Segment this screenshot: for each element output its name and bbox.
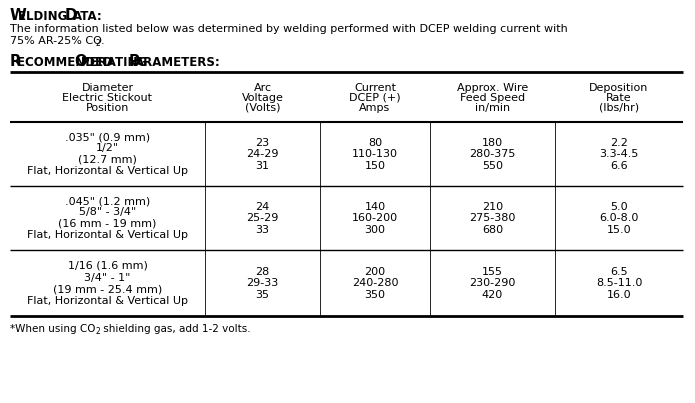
Text: Voltage: Voltage (242, 93, 284, 103)
Text: ECOMMENDED: ECOMMENDED (17, 56, 116, 69)
Text: 29-33: 29-33 (246, 278, 279, 288)
Text: 300: 300 (364, 225, 386, 235)
Text: (12.7 mm): (12.7 mm) (78, 155, 137, 165)
Text: 6.0-8.0: 6.0-8.0 (599, 213, 639, 223)
Text: 350: 350 (364, 290, 386, 300)
Text: Approx. Wire: Approx. Wire (457, 83, 528, 93)
Text: 28: 28 (255, 267, 270, 277)
Text: 33: 33 (256, 225, 270, 235)
Text: 160-200: 160-200 (352, 213, 398, 223)
Text: O: O (74, 54, 87, 69)
Text: .045" (1.2 mm): .045" (1.2 mm) (65, 196, 150, 206)
Text: 150: 150 (364, 161, 386, 171)
Text: 230-290: 230-290 (469, 278, 516, 288)
Text: Deposition: Deposition (589, 83, 648, 93)
Text: Arc: Arc (254, 83, 272, 93)
Text: Flat, Horizontal & Vertical Up: Flat, Horizontal & Vertical Up (27, 166, 188, 177)
Text: 24-29: 24-29 (246, 149, 279, 159)
Text: R: R (10, 54, 22, 69)
Text: 6.5: 6.5 (610, 267, 628, 277)
Text: (Volts): (Volts) (245, 103, 280, 113)
Text: 25-29: 25-29 (246, 213, 279, 223)
Text: 110-130: 110-130 (352, 149, 398, 159)
Text: 280-375: 280-375 (469, 149, 516, 159)
Text: 3.3-4.5: 3.3-4.5 (599, 149, 639, 159)
Text: 6.6: 6.6 (610, 161, 628, 171)
Text: Rate: Rate (606, 93, 632, 103)
Text: DCEP (+): DCEP (+) (349, 93, 401, 103)
Text: 35: 35 (256, 290, 270, 300)
Text: .035" (0.9 mm): .035" (0.9 mm) (65, 132, 150, 142)
Text: 31: 31 (256, 161, 270, 171)
Text: 2: 2 (96, 326, 101, 336)
Text: shielding gas, add 1-2 volts.: shielding gas, add 1-2 volts. (101, 324, 251, 334)
Text: 2.2: 2.2 (610, 138, 628, 148)
Text: 5/8" - 3/4": 5/8" - 3/4" (79, 208, 136, 218)
Text: ELDING: ELDING (18, 10, 72, 23)
Text: (lbs/hr): (lbs/hr) (599, 103, 639, 113)
Text: 2: 2 (96, 39, 101, 48)
Text: 8.5-11.0: 8.5-11.0 (596, 278, 642, 288)
Text: Position: Position (85, 103, 129, 113)
Text: ARAMETERS:: ARAMETERS: (135, 56, 221, 69)
Text: ATA:: ATA: (73, 10, 103, 23)
Text: 155: 155 (482, 267, 503, 277)
Text: 140: 140 (364, 202, 386, 212)
Text: (16 mm - 19 mm): (16 mm - 19 mm) (58, 219, 156, 229)
Text: 275-380: 275-380 (469, 213, 516, 223)
Text: .: . (101, 36, 104, 46)
Text: Diameter: Diameter (81, 83, 133, 93)
Text: 16.0: 16.0 (607, 290, 631, 300)
Text: PERATING: PERATING (81, 56, 152, 69)
Text: Amps: Amps (359, 103, 391, 113)
Text: 15.0: 15.0 (607, 225, 631, 235)
Text: Flat, Horizontal & Vertical Up: Flat, Horizontal & Vertical Up (27, 231, 188, 241)
Text: 180: 180 (482, 138, 503, 148)
Text: P: P (129, 54, 139, 69)
Text: W: W (10, 8, 27, 23)
Text: in/min: in/min (475, 103, 510, 113)
Text: The information listed below was determined by welding performed with DCEP weldi: The information listed below was determi… (10, 24, 568, 34)
Text: Flat, Horizontal & Vertical Up: Flat, Horizontal & Vertical Up (27, 295, 188, 305)
Text: Feed Speed: Feed Speed (460, 93, 525, 103)
Text: (19 mm - 25.4 mm): (19 mm - 25.4 mm) (53, 284, 162, 294)
Text: 1/2": 1/2" (96, 143, 119, 154)
Text: 80: 80 (368, 138, 382, 148)
Text: 24: 24 (255, 202, 270, 212)
Text: 210: 210 (482, 202, 503, 212)
Text: *When using CO: *When using CO (10, 324, 95, 334)
Text: Electric Stickout: Electric Stickout (63, 93, 152, 103)
Text: 420: 420 (482, 290, 503, 300)
Text: 550: 550 (482, 161, 503, 171)
Text: Current: Current (354, 83, 396, 93)
Text: 200: 200 (364, 267, 386, 277)
Text: 75% AR-25% CO: 75% AR-25% CO (10, 36, 102, 46)
Text: 1/16 (1.6 mm): 1/16 (1.6 mm) (67, 261, 147, 271)
Text: 3/4" - 1": 3/4" - 1" (84, 272, 131, 283)
Text: 23: 23 (256, 138, 270, 148)
Text: 680: 680 (482, 225, 503, 235)
Text: D: D (65, 8, 78, 23)
Text: 5.0: 5.0 (610, 202, 628, 212)
Text: 240-280: 240-280 (352, 278, 398, 288)
